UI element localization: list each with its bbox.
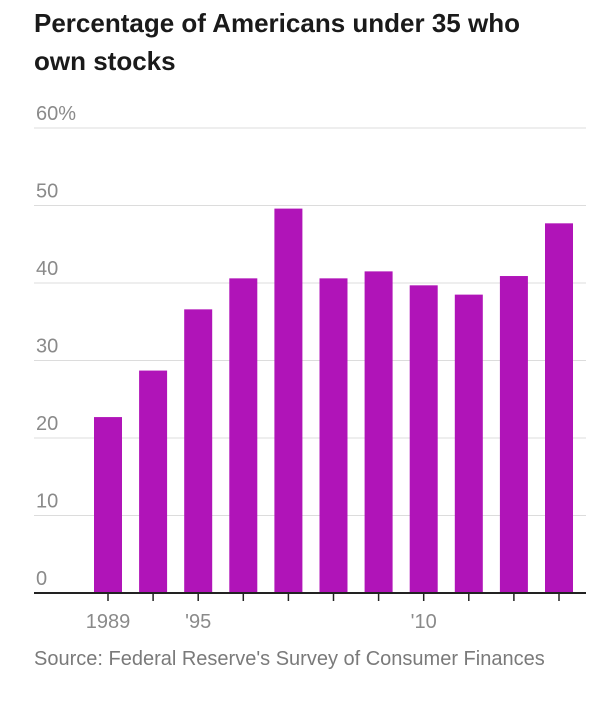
y-tick-label-20: 20 (36, 413, 58, 435)
bar-2010 (409, 285, 438, 593)
x-tick-label-2010: '10 (411, 611, 437, 633)
bar-2001 (274, 208, 303, 593)
bar-2019 (545, 223, 573, 593)
bar-2007 (364, 271, 393, 593)
y-axis-tick-labels: 0 10 20 30 40 50 60% (36, 103, 76, 590)
y-tick-label-10: 10 (36, 491, 58, 513)
x-tick-label-1989: 1989 (86, 611, 131, 633)
bar-2013 (454, 294, 483, 593)
x-axis-tick-labels: 1989 '95 '10 (86, 611, 437, 633)
chart-source: Source: Federal Reserve's Survey of Cons… (34, 648, 545, 670)
bar-1995 (184, 309, 213, 593)
bar-1992 (139, 370, 168, 593)
y-tick-label-60: 60% (36, 103, 76, 125)
y-tick-label-40: 40 (36, 258, 58, 280)
y-tick-label-50: 50 (36, 181, 58, 203)
bars (94, 208, 573, 593)
x-axis (34, 592, 586, 601)
y-tick-label-0: 0 (36, 568, 47, 590)
bar-1998 (229, 278, 258, 593)
bar-1989 (94, 417, 122, 593)
bar-2016 (499, 276, 528, 593)
bar-2004 (319, 278, 348, 593)
gridlines (34, 127, 586, 516)
x-tick-label-1995: '95 (185, 611, 211, 633)
chart-title: Percentage of Americans under 35 who own… (34, 8, 520, 76)
y-tick-label-30: 30 (36, 336, 58, 358)
